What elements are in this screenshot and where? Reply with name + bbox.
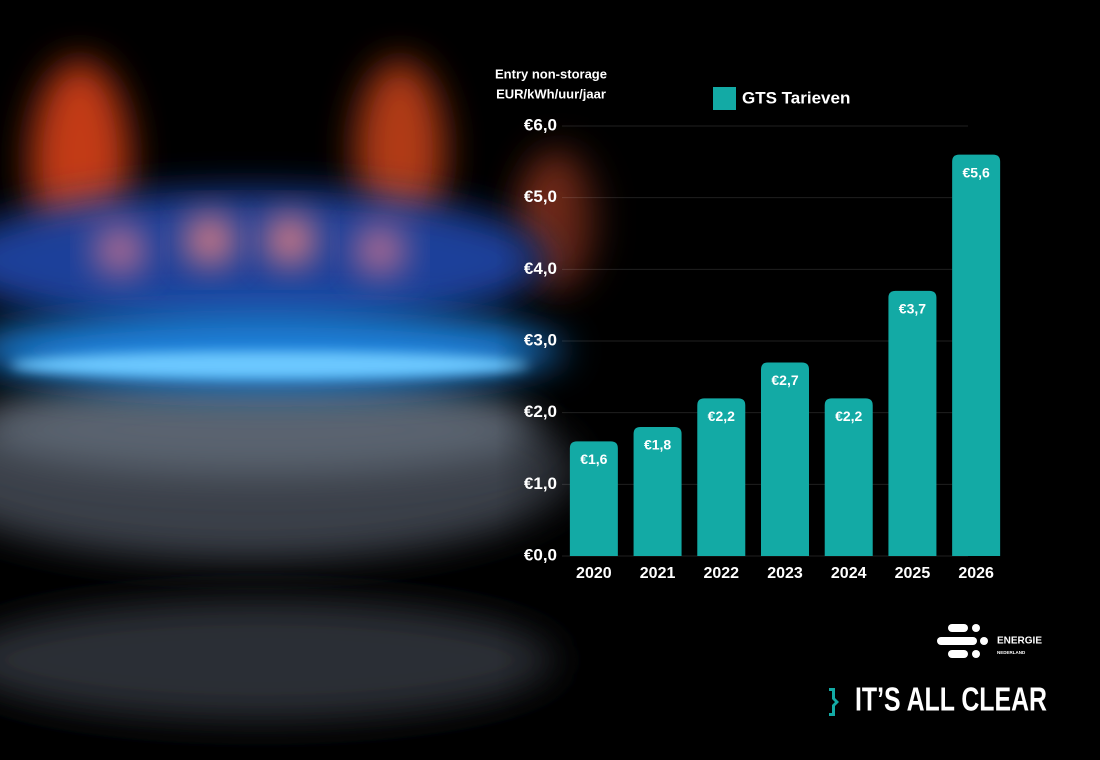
- bar: [952, 154, 1001, 556]
- x-tick-label: 2022: [703, 565, 739, 582]
- bar: [697, 398, 746, 556]
- y-tick-label: €4,0: [524, 259, 557, 278]
- value-label: €2,2: [708, 408, 735, 424]
- value-label: €1,8: [644, 437, 671, 453]
- y-tick-label: €5,0: [524, 187, 557, 206]
- value-label: €3,7: [899, 301, 926, 317]
- slogan: IT’S ALL CLEAR: [855, 681, 1047, 718]
- bar: [824, 398, 873, 556]
- x-tick-label: 2023: [767, 565, 803, 582]
- value-label: €2,7: [771, 372, 798, 388]
- bar: [633, 427, 682, 556]
- legend-swatch: [713, 87, 736, 110]
- bar: [569, 441, 618, 556]
- legend-label: GTS Tarieven: [742, 88, 850, 107]
- x-tick-label: 2026: [958, 565, 994, 582]
- x-tick-label: 2025: [895, 565, 931, 582]
- y-tick-label: €6,0: [524, 115, 557, 134]
- y-tick-label: €3,0: [524, 330, 557, 349]
- y-tick-label: €2,0: [524, 402, 557, 421]
- slogan-bracket: [829, 688, 839, 716]
- logo-subtext: NEDERLAND: [997, 650, 1026, 655]
- logo-text: ENERGIE: [997, 636, 1042, 647]
- y-tick-label: €0,0: [524, 545, 557, 564]
- bar: [888, 290, 937, 556]
- x-tick-label: 2024: [831, 565, 867, 582]
- y-axis-label: EUR/kWh/uur/jaar: [496, 86, 606, 101]
- value-label: €1,6: [580, 451, 607, 467]
- bar: [761, 362, 809, 556]
- y-tick-label: €1,0: [524, 474, 557, 493]
- value-label: €5,6: [963, 164, 990, 180]
- x-tick-label: 2021: [640, 565, 676, 582]
- x-tick-label: 2020: [576, 565, 612, 582]
- logo-mark: [937, 624, 988, 658]
- value-label: €2,2: [835, 408, 862, 424]
- y-axis-label: Entry non-storage: [495, 66, 607, 81]
